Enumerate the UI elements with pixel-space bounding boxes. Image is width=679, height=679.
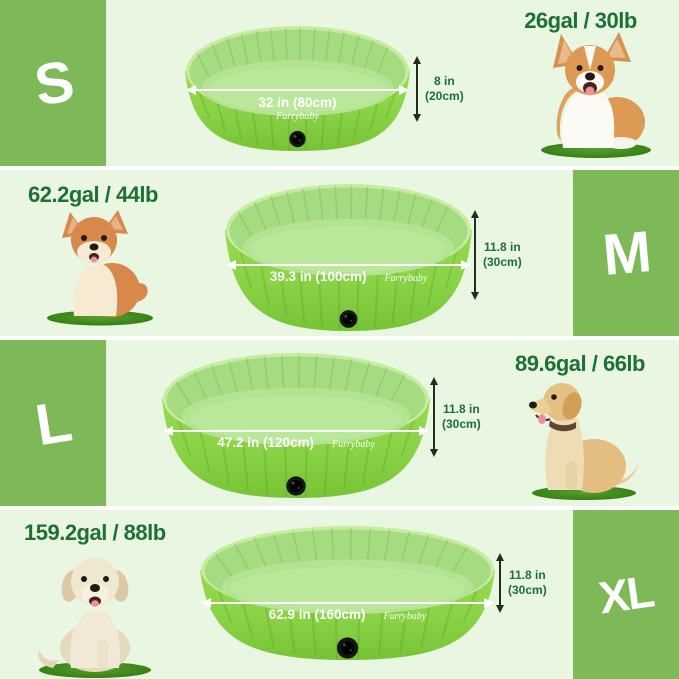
diameter-arrow — [226, 259, 471, 270]
brand-logo: Furrybaby — [332, 439, 375, 450]
diameter-label: 62.9 in (160cm) — [268, 607, 366, 622]
diameter-label: 32 in (80cm) — [258, 95, 337, 110]
diameter-caption: 32 in (80cm) Furrybaby — [185, 95, 410, 122]
height-dimension-s: 8 in (20cm) — [413, 56, 464, 122]
height-arrow — [430, 377, 438, 457]
diameter-label: 47.2 in (120cm) — [217, 435, 315, 450]
size-letter-xl: XL — [595, 565, 656, 623]
size-row-m: 62.2gal / 44lb 39.3 in (100cm) — [0, 170, 679, 336]
pool-graphic-s — [185, 26, 410, 151]
diameter-label: 39.3 in (100cm) — [269, 269, 367, 284]
brand-logo: Furrybaby — [276, 111, 319, 122]
diameter-arrow — [201, 597, 494, 608]
height-label: 11.8 in (30cm) — [442, 402, 481, 431]
corgi-dog-image — [541, 32, 651, 158]
height-label: 8 in (20cm) — [425, 74, 464, 103]
diameter-caption: 47.2 in (120cm) Furrybaby — [162, 435, 430, 450]
size-badge-s: S — [0, 0, 106, 166]
diameter-arrow — [186, 84, 409, 95]
size-row-s: S 26gal / 30lb 32 in (80cm) Furrybaby 8 … — [0, 0, 679, 166]
size-badge-xl: XL — [573, 510, 679, 679]
capacity-label-s: 26gal / 30lb — [524, 8, 637, 33]
golden-retriever-dog-image — [529, 383, 638, 500]
height-dimension-l: 11.8 in (30cm) — [430, 377, 481, 457]
height-label: 11.8 in (30cm) — [483, 240, 522, 269]
size-letter-l: L — [31, 388, 75, 458]
row-divider — [0, 336, 679, 340]
height-dimension-xl: 11.8 in (30cm) — [496, 553, 547, 613]
size-letter-m: M — [600, 218, 652, 288]
brand-logo: Furrybaby — [383, 611, 427, 622]
grass-patch — [47, 310, 153, 326]
height-label: 11.8 in (30cm) — [508, 568, 547, 597]
height-arrow — [496, 553, 504, 613]
size-badge-m: M — [573, 170, 679, 336]
size-letter-s: S — [29, 48, 77, 118]
row-divider — [0, 166, 679, 170]
diameter-arrow — [163, 425, 429, 436]
pool-illustration-l: 47.2 in (120cm) Furrybaby — [162, 352, 430, 500]
labrador-dog-image — [38, 558, 151, 678]
pool-graphic-xl — [200, 526, 495, 660]
size-row-l: L 47.2 in (120cm) Furrybaby 11.8 in (30c… — [0, 340, 679, 506]
shiba-inu-dog-image — [47, 210, 153, 326]
height-dimension-m: 11.8 in (30cm) — [471, 210, 522, 300]
pool-graphic-l — [162, 353, 430, 498]
height-arrow — [413, 56, 421, 122]
size-badge-l: L — [0, 340, 106, 506]
row-divider — [0, 506, 679, 510]
brand-logo: Furrybaby — [384, 273, 428, 284]
capacity-label-m: 62.2gal / 44lb — [28, 182, 158, 207]
height-arrow — [471, 210, 479, 300]
capacity-label-xl: 159.2gal / 88lb — [24, 520, 166, 545]
size-row-xl: 159.2gal / 88lb 62.9 in (160cm) — [0, 510, 679, 679]
pool-illustration-s: 32 in (80cm) Furrybaby — [185, 25, 410, 153]
pool-graphic-m — [225, 184, 472, 331]
capacity-label-l: 89.6gal / 66lb — [515, 351, 645, 376]
diameter-caption: 62.9 in (160cm) Furrybaby — [200, 607, 495, 622]
pool-illustration-m: 39.3 in (100cm) Furrybaby — [225, 183, 472, 333]
pool-illustration-xl: 62.9 in (160cm) Furrybaby — [200, 525, 495, 662]
diameter-caption: 39.3 in (100cm) Furrybaby — [225, 269, 472, 284]
